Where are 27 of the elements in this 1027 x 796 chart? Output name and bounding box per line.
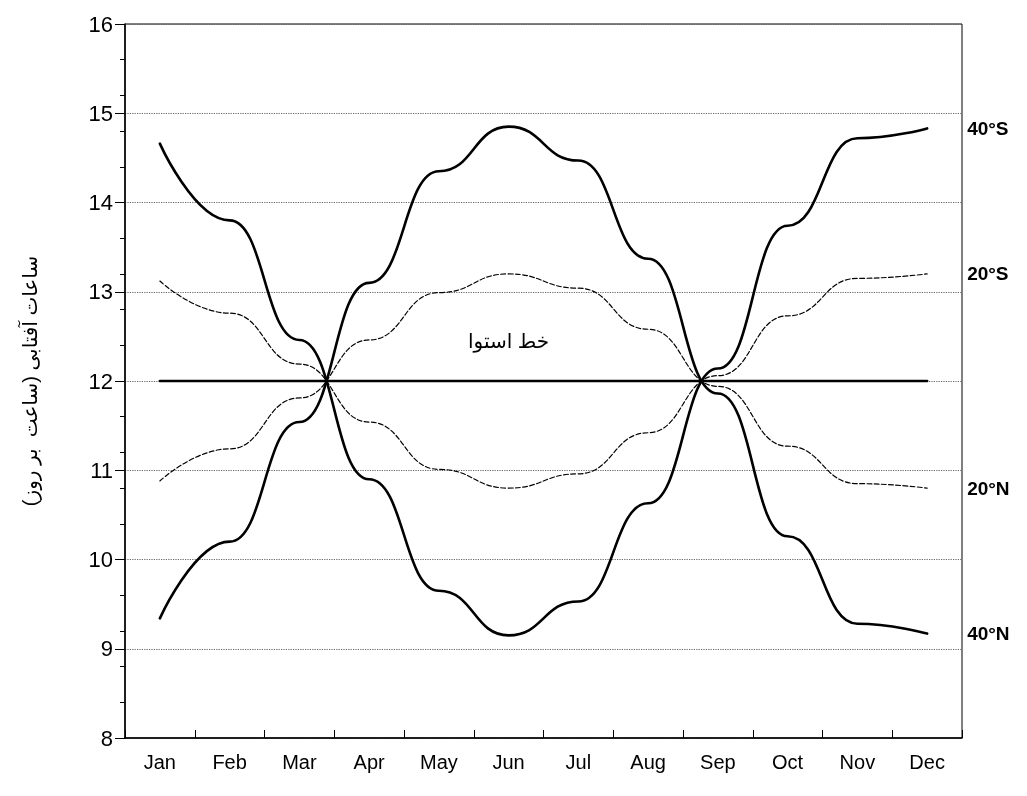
y-tick-label: 11 — [90, 457, 113, 483]
text: 40°S — [967, 117, 1009, 139]
y-tick-label: 16 — [88, 11, 113, 37]
y-tick-label: 12 — [88, 368, 113, 394]
x-tick-label: Jul — [565, 751, 592, 773]
x-tick-label: Jan — [143, 751, 176, 773]
text: 20°N — [967, 477, 1010, 499]
x-tick-label: Aug — [630, 751, 666, 773]
x-tick-label: Nov — [839, 751, 876, 773]
x-tick-label: Apr — [353, 751, 386, 773]
annotation: خط استوا — [468, 330, 550, 353]
x-tick-label: Mar — [282, 751, 317, 773]
x-tick-label: Jun — [492, 751, 525, 773]
y-tick-label: 13 — [88, 279, 113, 305]
y-axis-title: ساعات آفتابی (ساعت بر روز) — [17, 255, 42, 507]
x-tick-label: Sep — [700, 751, 736, 773]
y-tick-label: 9 — [100, 636, 113, 662]
y-tick-label: 8 — [100, 725, 113, 751]
text: 40°N — [967, 623, 1010, 645]
y-tick-label: 15 — [88, 100, 113, 126]
text: 20°S — [967, 263, 1009, 285]
x-tick-label: Oct — [772, 751, 804, 773]
y-tick-label: 10 — [88, 547, 113, 572]
x-tick-label: May — [419, 751, 458, 773]
x-tick-label: Feb — [212, 751, 247, 773]
x-tick-label: Dec — [909, 751, 945, 773]
y-tick-label: 14 — [88, 190, 113, 215]
